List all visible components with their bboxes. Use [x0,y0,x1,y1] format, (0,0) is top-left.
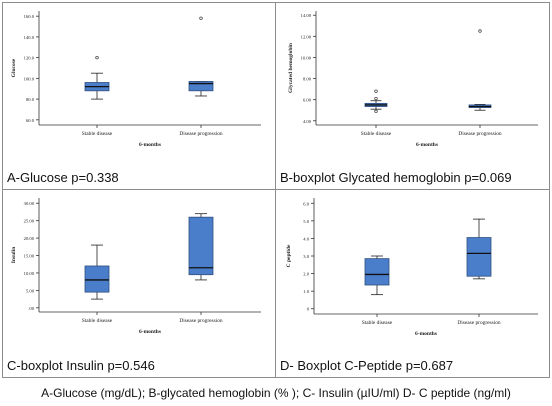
y-tick-label: 140.0 [24,35,35,40]
box-iqr [84,265,110,293]
x-category-label: Disease progression [458,131,502,137]
y-tick-label: 100.0 [24,76,35,81]
y-tick-label: 8.00 [303,77,312,82]
y-axis-label: Insulin [11,247,17,264]
y-tick-label: 6.0 [303,201,309,206]
c-peptide-boxplot: 0 1.0 2.0 3.0 4.0 5.0 6.0 C peptide Stable disea… [286,198,538,337]
y-tick-label: 30.00 [24,201,35,206]
x-category-label: Stable disease [362,320,393,326]
x-category-label: Disease progression [179,318,223,324]
figure-grid: 60.0 80.0 100.0 120.0 140.0 160.0 Glucose Stabl… [2,2,550,378]
y-tick-label: .00 [28,306,34,311]
box-iqr [188,81,214,92]
y-tick-label: 0 [307,307,310,312]
panel-glucose: 60.0 80.0 100.0 120.0 140.0 160.0 Glucose Stabl… [2,2,276,190]
y-tick-label: 10.00 [301,55,312,60]
y-tick-label: 20.00 [24,236,35,241]
y-axis-label: Glucose [11,58,17,77]
panel-caption-insulin: C-boxplot Insulin p=0.546 [7,358,155,373]
y-tick-label: 6.00 [303,98,312,103]
y-tick-label: 12.00 [301,34,312,39]
x-axis-label: 6-months [415,331,437,337]
y-tick-label: 14.00 [301,13,312,18]
box-iqr [364,258,390,286]
x-axis-label: 6-months [139,329,161,335]
y-axis-label: C peptide [286,244,292,267]
y-tick-label: 25.00 [24,219,35,224]
x-category-label: Stable disease [82,131,113,137]
y-tick-label: 1.0 [303,289,309,294]
y-tick-label: 5.0 [303,219,309,224]
y-tick-label: 120.0 [24,56,35,61]
y-tick-label: 60.0 [26,118,35,123]
y-tick-label: 10.00 [24,271,35,276]
x-category-label: Disease progression [457,320,501,326]
y-tick-label: 160.0 [24,14,35,19]
box-iqr [188,216,214,276]
y-tick-label: 5.00 [26,288,35,293]
panel-insulin: .00 5.00 10.00 15.00 20.00 25.00 30.00 Insulin S… [2,189,276,378]
x-category-label: Stable disease [82,318,113,324]
x-axis-label: 6-months [416,142,438,148]
outlier-point [478,29,482,33]
y-tick-label: 15.00 [24,254,35,259]
outlier-point [199,16,203,20]
insulin-boxplot: .00 5.00 10.00 15.00 20.00 25.00 30.00 Insulin S… [11,198,261,335]
y-tick-label: 2.0 [303,272,309,277]
panel-caption-glycated-hemoglobin: B-boxplot Glycated hemoglobin p=0.069 [280,170,512,185]
glucose-boxplot: 60.0 80.0 100.0 120.0 140.0 160.0 Glucose Stabl… [11,11,261,148]
outlier-point [95,55,99,60]
figure-footnote: A-Glucose (mg/dL); B-glycated hemoglobin… [41,386,511,400]
panel-caption-glucose: A-Glucose p=0.338 [7,170,119,185]
glycated-hemoglobin-boxplot: 4.00 6.00 8.00 10.00 12.00 14.00 Glycated hemo… [288,11,538,148]
outlier-point [374,109,378,113]
y-tick-label: 80.0 [26,97,35,102]
outlier-point [374,89,378,93]
outlier-point [374,96,378,101]
x-axis-label: 6-months [139,142,161,148]
panel-c-peptide: 0 1.0 2.0 3.0 4.0 5.0 6.0 C peptide Stable disea… [275,189,550,378]
y-tick-label: 4.0 [303,236,309,241]
panel-glycated-hemoglobin: 4.00 6.00 8.00 10.00 12.00 14.00 Glycated hemo… [275,2,550,190]
y-tick-label: 4.00 [303,119,312,124]
panel-caption-c-peptide: D- Boxplot C-Peptide p=0.687 [280,358,454,373]
y-axis-label: Glycated hemoglobin [288,43,294,93]
box-iqr [466,237,492,277]
y-tick-label: 3.0 [303,254,309,259]
x-category-label: Stable disease [361,131,392,137]
x-category-label: Disease progression [179,131,223,137]
